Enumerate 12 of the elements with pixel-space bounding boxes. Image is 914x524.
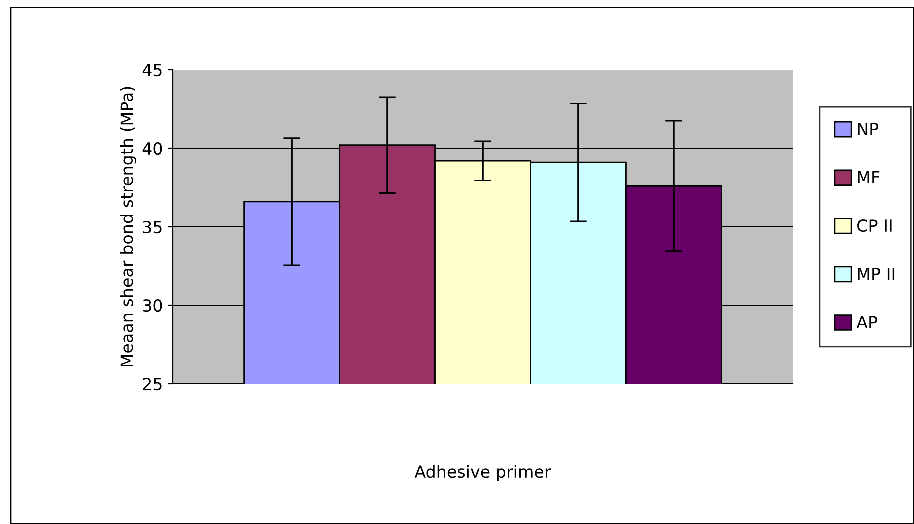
y-axis-title: Meaan shear bond strength (MPa)	[120, 87, 137, 367]
y-tick-label: 40	[142, 142, 162, 156]
y-tick-label: 45	[142, 64, 162, 77]
legend-label: MP II	[858, 268, 895, 280]
legend-label: NP	[858, 123, 879, 136]
y-tick-label: 35	[143, 220, 162, 234]
x-axis-title: Adhesive primer	[414, 465, 552, 482]
legend-label: AP	[856, 316, 878, 328]
legend-label: CP II	[858, 219, 892, 232]
y-tick-label: 25	[143, 378, 162, 391]
y-tick-label: 30	[143, 299, 162, 312]
legend-label: MF	[858, 171, 880, 184]
